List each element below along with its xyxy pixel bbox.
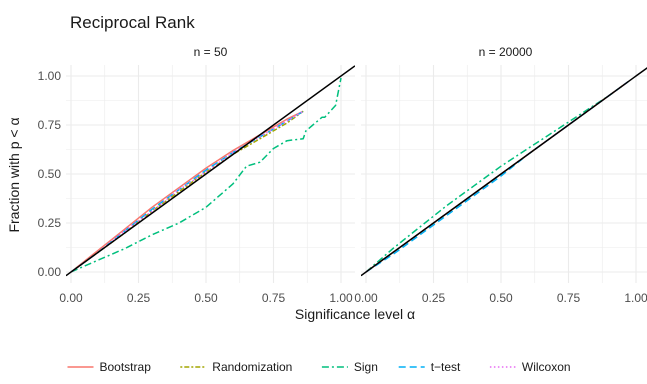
series-line-sign xyxy=(365,81,629,273)
legend-item: Randomization xyxy=(180,360,292,374)
x-axis-label: Significance level α xyxy=(295,306,415,322)
x-tick-labels: 0.00 0.25 0.50 0.75 1.00 xyxy=(59,291,353,305)
legend-item: Wilcoxon xyxy=(489,360,571,374)
x-tick-label: 1.00 xyxy=(624,291,647,305)
y-tick-label: 1.00 xyxy=(38,69,62,83)
y-tick-label: 0.00 xyxy=(38,265,62,279)
legend-label: Wilcoxon xyxy=(522,360,571,374)
legend-item: t−test xyxy=(398,360,461,374)
x-tick-label: 0.00 xyxy=(59,291,83,305)
legend-label: Bootstrap xyxy=(100,360,152,374)
legend: Bootstrap Randomization Sign t−test Wilcoxon xyxy=(67,360,571,374)
x-tick-label: 0.75 xyxy=(557,291,581,305)
x-tick-labels: 0.00 0.25 0.50 0.75 1.00 xyxy=(354,291,647,305)
x-tick-label: 1.00 xyxy=(329,291,353,305)
facet-panels: n = 500.00 0.25 0.50 0.75 1.000.000.250.500.… xyxy=(38,45,647,305)
x-tick-label: 0.25 xyxy=(422,291,446,305)
y-tick-label: 0.50 xyxy=(38,167,62,181)
y-axis-label: Fraction with p < α xyxy=(6,117,22,232)
x-tick-label: 0.75 xyxy=(262,291,286,305)
legend-label: Sign xyxy=(354,360,378,374)
panel-title: n = 50 xyxy=(194,45,228,59)
gridlines xyxy=(66,65,355,283)
x-tick-label: 0.50 xyxy=(194,291,218,305)
y-tick-label: 0.25 xyxy=(38,216,62,230)
series-line-bootstrap xyxy=(70,110,304,273)
chart-title: Reciprocal Rank xyxy=(70,13,195,32)
panel-1: n = 500.00 0.25 0.50 0.75 1.000.000.250.500.… xyxy=(38,45,355,305)
x-tick-label: 0.25 xyxy=(127,291,151,305)
reference-diagonal-line xyxy=(361,67,647,277)
legend-item: Sign xyxy=(321,360,378,374)
series-line-sign xyxy=(70,77,342,273)
legend-label: Randomization xyxy=(212,360,292,374)
x-tick-label: 0.00 xyxy=(354,291,378,305)
legend-item: Bootstrap xyxy=(67,360,152,374)
panel-title: n = 20000 xyxy=(479,45,533,59)
legend-label: t−test xyxy=(431,360,461,374)
series-line-randomization xyxy=(70,110,304,273)
reference-diagonal-line xyxy=(66,65,355,277)
y-tick-label: 0.75 xyxy=(38,118,62,132)
x-tick-label: 0.50 xyxy=(489,291,513,305)
series-line-wilcoxon xyxy=(70,110,304,273)
panel-2: n = 20000 0.00 0.25 0.50 0.75 1.00 xyxy=(354,45,647,305)
y-tick-labels: 0.00 0.25 0.50 0.75 1.00 xyxy=(38,69,62,279)
series-line-ttest xyxy=(70,110,304,273)
